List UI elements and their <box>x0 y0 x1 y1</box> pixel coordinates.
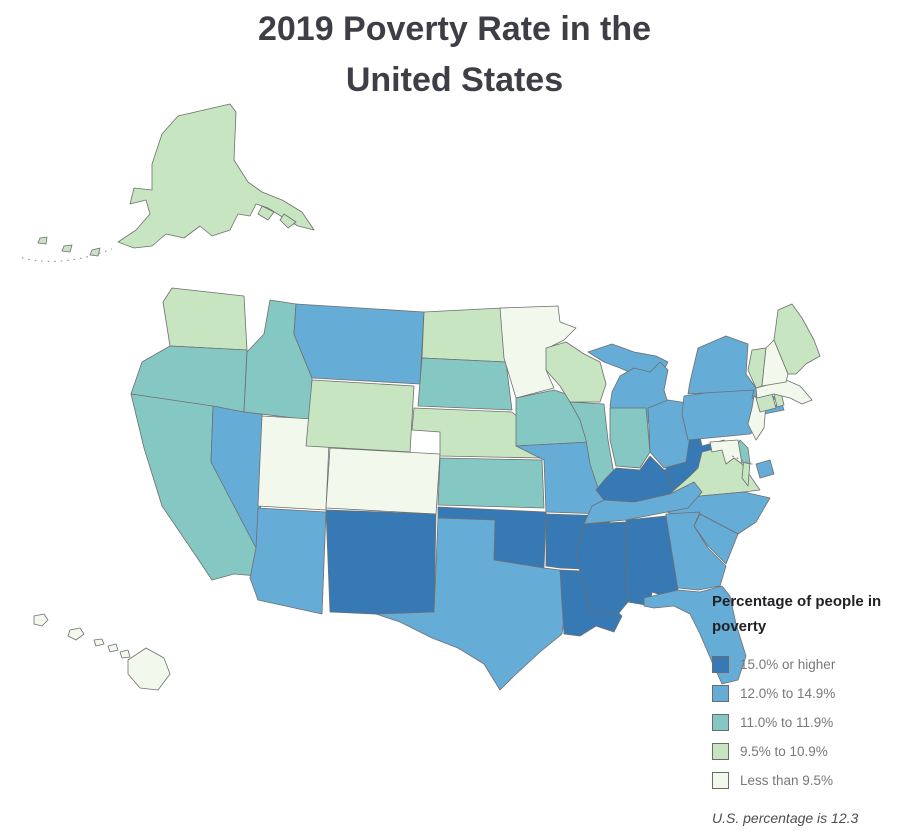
state-ak[interactable] <box>61 244 73 253</box>
state-hi[interactable] <box>67 627 85 641</box>
state-ma[interactable] <box>755 379 813 405</box>
state-al[interactable] <box>625 515 679 607</box>
state-hi[interactable] <box>33 613 49 627</box>
legend-row-12-to-14_9[interactable]: 12.0% to 14.9% <box>712 685 908 703</box>
state-vt[interactable] <box>747 347 767 389</box>
legend-swatch-less-than-9_5 <box>712 772 729 789</box>
states-layer <box>33 103 821 691</box>
state-me[interactable] <box>773 303 821 375</box>
state-hi[interactable] <box>119 649 131 659</box>
legend-label: Less than 9.5% <box>740 773 834 788</box>
state-ak[interactable] <box>279 213 297 229</box>
state-ny[interactable] <box>687 335 777 407</box>
legend-swatch-12-to-14_9 <box>712 685 729 702</box>
state-in[interactable] <box>609 407 651 469</box>
state-ak[interactable] <box>257 205 275 221</box>
legend-title-line2: poverty <box>712 617 767 635</box>
page-title-line2: United States <box>345 61 564 99</box>
legend-row-11-to-11_9[interactable]: 11.0% to 11.9% <box>712 714 908 732</box>
us-percentage-footnote: U.S. percentage is 12.3 <box>712 809 859 826</box>
state-mt[interactable] <box>293 303 425 385</box>
state-nh[interactable] <box>761 339 789 387</box>
state-hi[interactable] <box>107 643 119 653</box>
state-nm[interactable] <box>325 509 437 617</box>
state-ak[interactable] <box>117 103 315 249</box>
state-ak[interactable] <box>37 236 48 245</box>
legend-swatch-9_5-to-10_9 <box>712 743 729 760</box>
state-ak[interactable] <box>89 247 101 257</box>
legend-row-15-or-higher[interactable]: 15.0% or higher <box>712 656 908 674</box>
legend-row-less-than-9_5[interactable]: Less than 9.5% <box>712 772 908 790</box>
state-md[interactable] <box>709 439 743 465</box>
state-hi[interactable] <box>127 647 171 691</box>
legend-row-9_5-to-10_9[interactable]: 9.5% to 10.9% <box>712 743 908 761</box>
legend-label: 12.0% to 14.9% <box>740 686 836 701</box>
legend-swatch-15-or-higher <box>712 656 729 673</box>
legend-title-line1: Percentage of people in <box>712 593 882 610</box>
state-tx[interactable] <box>375 517 567 691</box>
legend-label: 9.5% to 10.9% <box>740 744 828 759</box>
map-legend: Percentage of people in poverty 15.0% or… <box>712 590 908 826</box>
state-hi[interactable] <box>93 638 105 647</box>
state-wy[interactable] <box>305 379 415 453</box>
dc-leader-line <box>731 455 755 466</box>
state-az[interactable] <box>249 507 327 615</box>
legend-items: 15.0% or higher 12.0% to 14.9% 11.0% to … <box>712 656 908 790</box>
state-ms[interactable] <box>575 521 629 615</box>
legend-label: 11.0% to 11.9% <box>740 715 834 730</box>
state-nd[interactable] <box>421 307 507 363</box>
legend-label: 15.0% or higher <box>740 657 836 672</box>
legend-title: Percentage of people in poverty <box>712 590 908 640</box>
state-ks[interactable] <box>437 457 545 509</box>
page-title-line1: 2019 Poverty Rate in the <box>257 10 652 48</box>
state-co[interactable] <box>325 447 441 515</box>
state-wa[interactable] <box>162 287 248 351</box>
legend-swatch-11-to-11_9 <box>712 714 729 731</box>
state-dc[interactable] <box>755 459 775 479</box>
state-sd[interactable] <box>417 357 513 411</box>
state-wi[interactable] <box>545 341 607 403</box>
page-title: 2019 Poverty Rate in the United States <box>0 4 909 106</box>
state-tn[interactable] <box>583 481 703 525</box>
